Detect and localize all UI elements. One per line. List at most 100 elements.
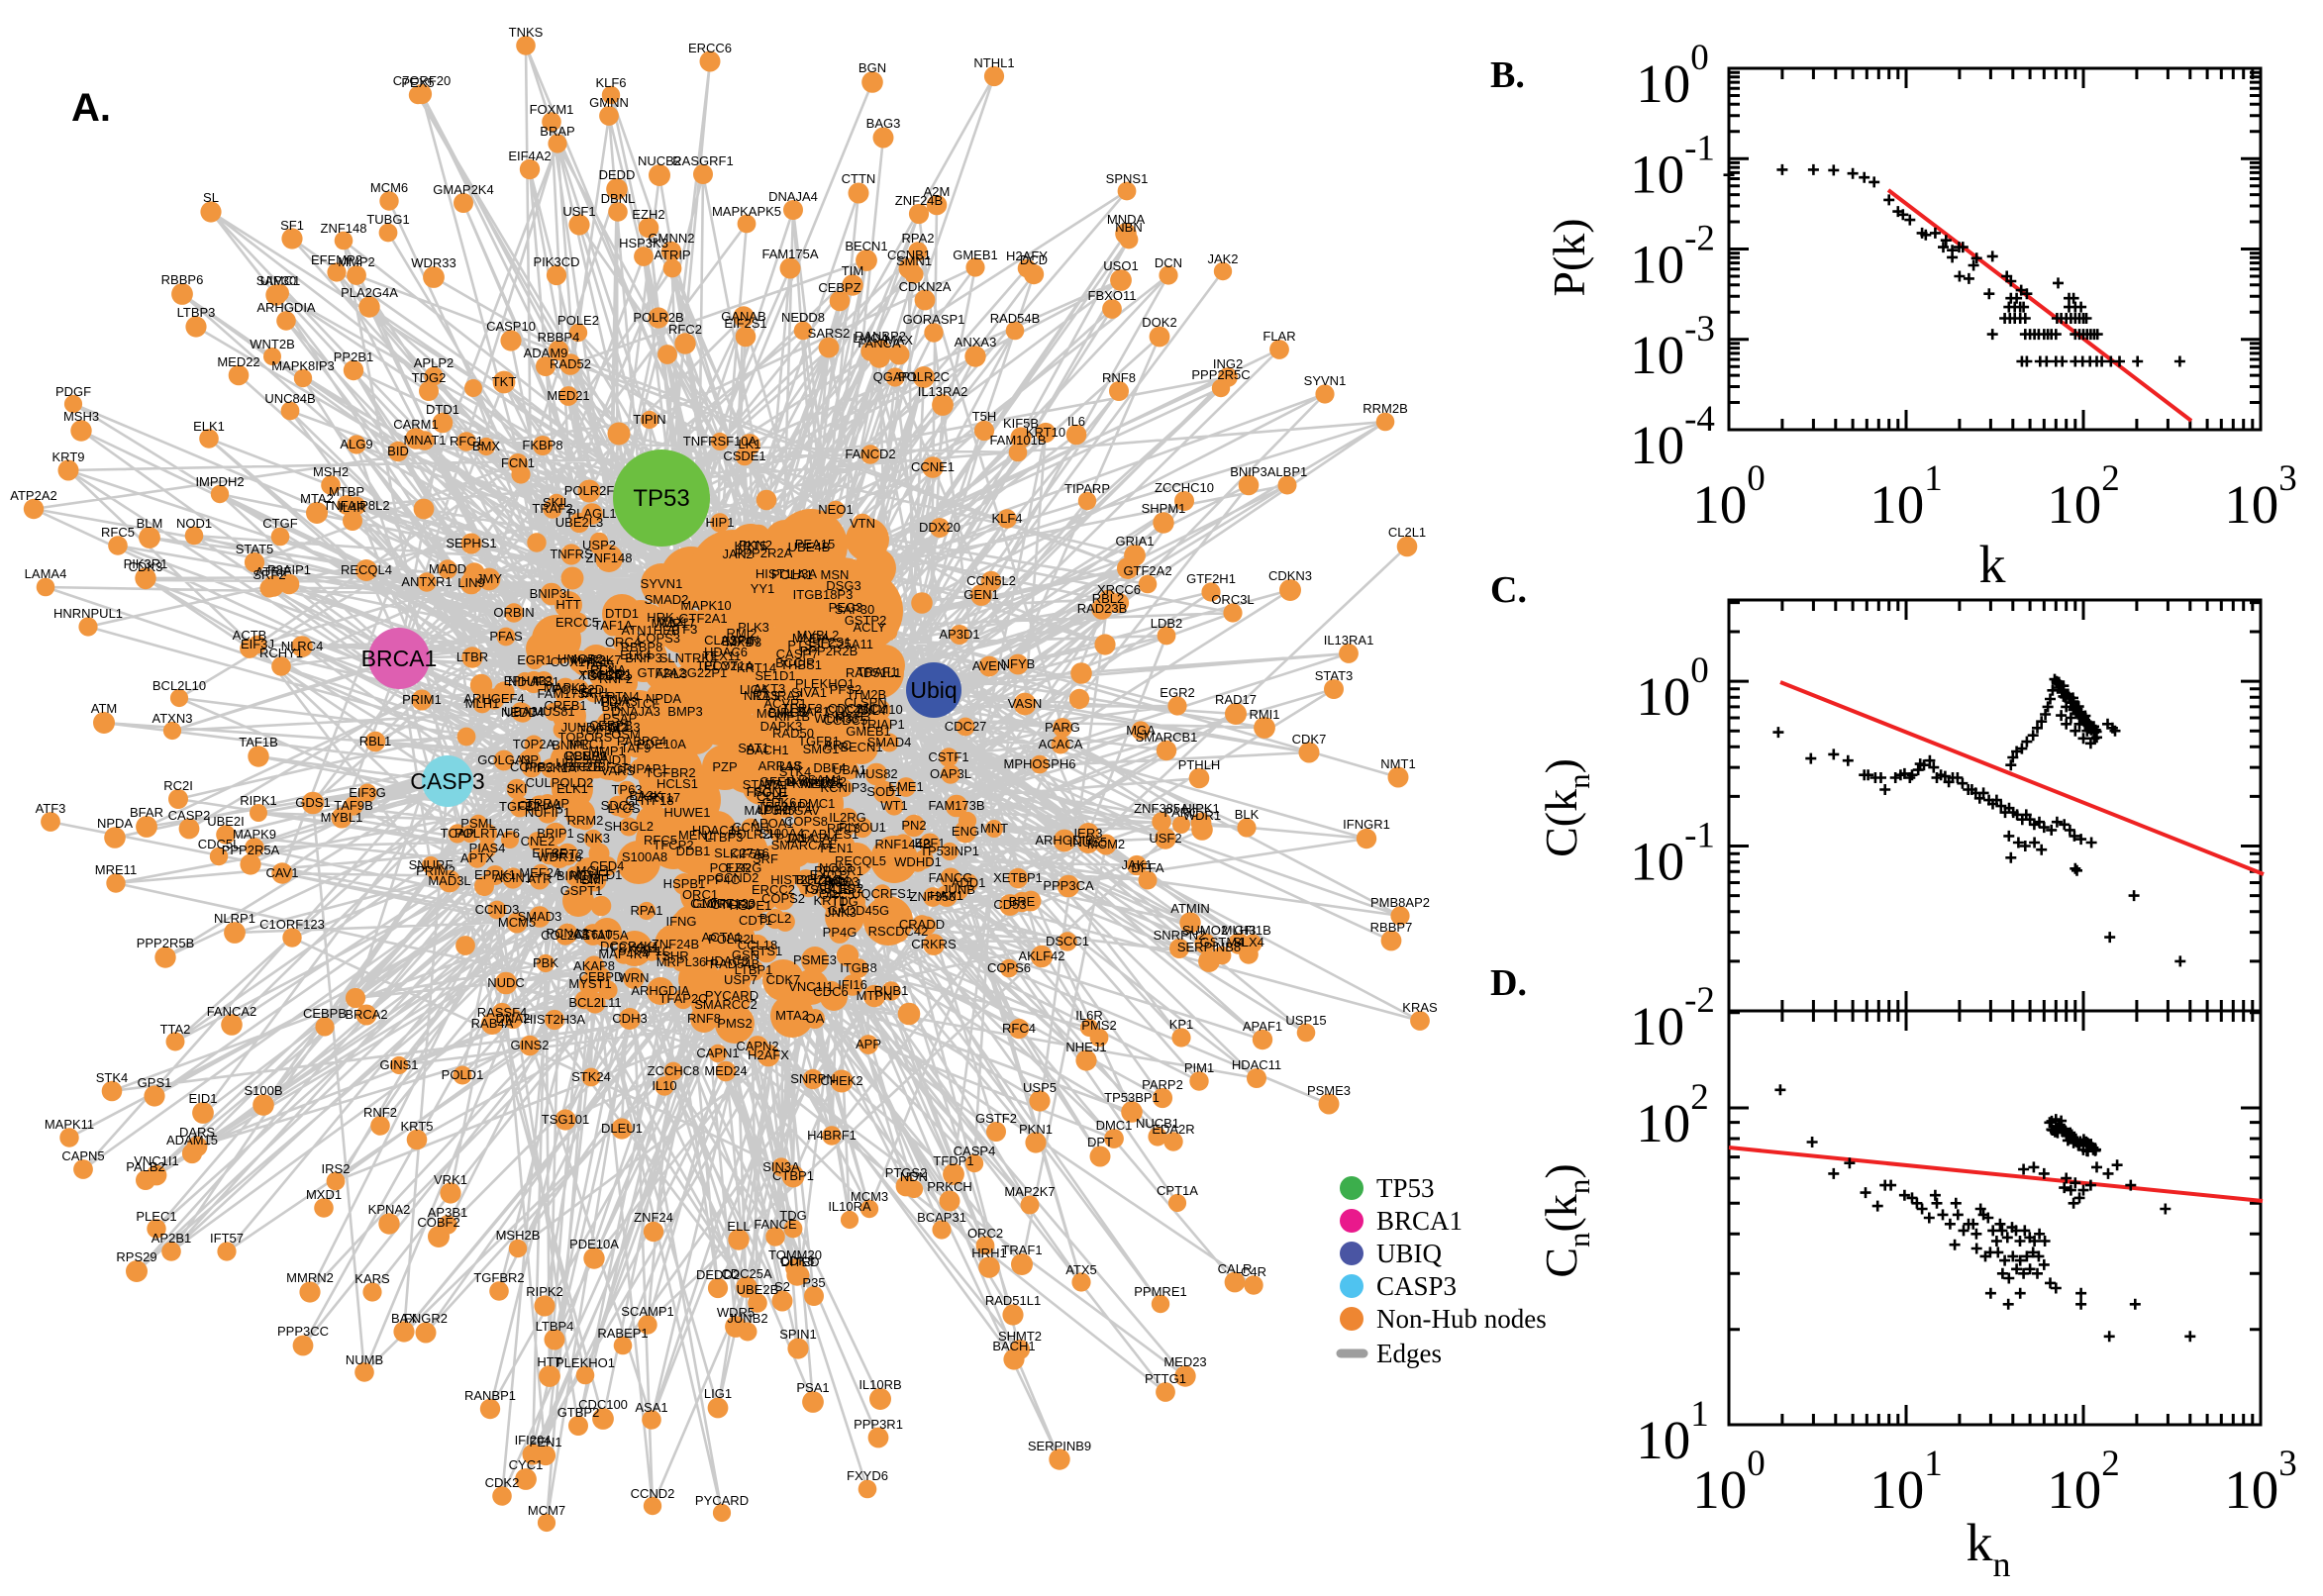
svg-text:PP2B1: PP2B1 bbox=[334, 349, 373, 364]
svg-text:CL2L1: CL2L1 bbox=[1388, 525, 1426, 540]
svg-text:KRT9: KRT9 bbox=[52, 449, 85, 464]
svg-text:BCL2: BCL2 bbox=[759, 911, 792, 926]
svg-text:MEN1: MEN1 bbox=[678, 828, 714, 843]
svg-text:PIK3CD: PIK3CD bbox=[534, 254, 580, 269]
svg-text:LTBP1: LTBP1 bbox=[735, 962, 773, 977]
svg-text:STK4: STK4 bbox=[96, 1070, 129, 1085]
svg-text:ACTA1: ACTA1 bbox=[702, 930, 743, 945]
svg-text:PARC: PARC bbox=[1163, 805, 1198, 820]
svg-text:BCL2L11: BCL2L11 bbox=[568, 995, 621, 1010]
svg-text:STAT5: STAT5 bbox=[743, 777, 781, 792]
svg-text:FEN1: FEN1 bbox=[529, 1435, 561, 1449]
svg-text:KPNA2: KPNA2 bbox=[368, 1202, 411, 1217]
svg-text:IFT57: IFT57 bbox=[210, 1231, 244, 1246]
svg-text:CED4: CED4 bbox=[590, 858, 625, 873]
svg-text:PP4G: PP4G bbox=[823, 925, 858, 940]
svg-text:LAMA4: LAMA4 bbox=[25, 566, 67, 581]
svg-text:CASP10: CASP10 bbox=[486, 319, 536, 334]
svg-text:EZR: EZR bbox=[726, 860, 752, 875]
svg-text:IFNGR1: IFNGR1 bbox=[1343, 817, 1390, 832]
svg-text:EIF4A2: EIF4A2 bbox=[508, 149, 551, 163]
svg-text:MAX: MAX bbox=[885, 333, 914, 348]
svg-text:MLH1: MLH1 bbox=[465, 696, 500, 711]
svg-text:HSPE1: HSPE1 bbox=[730, 898, 772, 913]
svg-text:POLR2F: POLR2F bbox=[564, 483, 615, 498]
svg-text:MSH2: MSH2 bbox=[313, 464, 349, 479]
svg-text:PRKCH: PRKCH bbox=[927, 1179, 972, 1194]
svg-text:CDK8: CDK8 bbox=[780, 1253, 815, 1268]
svg-text:KRT14: KRT14 bbox=[737, 660, 776, 675]
svg-text:MLH3: MLH3 bbox=[1222, 923, 1257, 938]
svg-text:LTBP3: LTBP3 bbox=[177, 305, 216, 320]
svg-text:ARHGDIA: ARHGDIA bbox=[256, 300, 316, 315]
svg-text:MXD1: MXD1 bbox=[306, 1187, 342, 1202]
svg-text:LIN9: LIN9 bbox=[457, 575, 484, 590]
svg-text:PDE10A: PDE10A bbox=[569, 1237, 619, 1251]
svg-text:FAM101B: FAM101B bbox=[989, 433, 1046, 448]
svg-text:ORC4: ORC4 bbox=[605, 635, 641, 649]
svg-text:E2F4: E2F4 bbox=[721, 634, 752, 648]
svg-text:MRPL36: MRPL36 bbox=[656, 954, 707, 969]
svg-text:SYVN1: SYVN1 bbox=[1304, 373, 1347, 388]
svg-text:KRT5: KRT5 bbox=[401, 1119, 434, 1134]
svg-text:CCND3: CCND3 bbox=[475, 902, 520, 917]
svg-text:KARS: KARS bbox=[354, 1271, 390, 1286]
svg-text:MMP1: MMP1 bbox=[588, 744, 626, 758]
svg-text:ZNF148: ZNF148 bbox=[321, 221, 367, 236]
svg-text:PIK3R1: PIK3R1 bbox=[124, 556, 168, 571]
svg-text:A2M: A2M bbox=[924, 184, 951, 199]
svg-text:PTS: PTS bbox=[787, 638, 813, 652]
svg-text:APP: APP bbox=[856, 1037, 881, 1051]
svg-text:SERPINB9: SERPINB9 bbox=[1028, 1439, 1091, 1453]
svg-text:RUB1: RUB1 bbox=[874, 983, 909, 998]
svg-text:DEDD2: DEDD2 bbox=[696, 1267, 740, 1282]
svg-text:IL2RG: IL2RG bbox=[829, 810, 866, 825]
svg-text:MCM2: MCM2 bbox=[1087, 837, 1125, 851]
svg-text:APAF1: APAF1 bbox=[1243, 1019, 1282, 1034]
svg-text:PPP3CC: PPP3CC bbox=[277, 1324, 329, 1339]
svg-text:HSP3K3: HSP3K3 bbox=[619, 236, 668, 250]
svg-text:RANBP2: RANBP2 bbox=[855, 329, 906, 344]
svg-text:MNT: MNT bbox=[980, 821, 1008, 836]
svg-text:ATF3: ATF3 bbox=[667, 622, 698, 637]
svg-text:TAF1A: TAF1A bbox=[593, 618, 633, 633]
svg-text:TDG2: TDG2 bbox=[412, 370, 447, 385]
svg-text:SNRPN: SNRPN bbox=[790, 1071, 836, 1086]
svg-text:COL2A1: COL2A1 bbox=[541, 928, 590, 943]
svg-text:PPP3R1: PPP3R1 bbox=[814, 863, 863, 878]
svg-text:PPP3CA: PPP3CA bbox=[1043, 878, 1094, 893]
svg-text:LTBR: LTBR bbox=[456, 649, 488, 664]
svg-text:TNFRSF10A: TNFRSF10A bbox=[683, 434, 758, 449]
svg-text:CAPN1: CAPN1 bbox=[696, 1046, 739, 1060]
svg-text:FSCN1: FSCN1 bbox=[747, 784, 789, 799]
svg-text:CCNE1: CCNE1 bbox=[911, 459, 955, 474]
svg-text:SHPM1: SHPM1 bbox=[1142, 501, 1186, 516]
svg-text:JMY: JMY bbox=[476, 571, 502, 586]
svg-text:PARP2: PARP2 bbox=[1142, 1077, 1183, 1092]
svg-text:RBBP4: RBBP4 bbox=[538, 330, 580, 345]
svg-text:MED23: MED23 bbox=[1163, 1354, 1206, 1369]
svg-text:AKT3: AKT3 bbox=[754, 681, 786, 696]
svg-text:FLAR: FLAR bbox=[1262, 329, 1295, 344]
svg-text:IL13RA2: IL13RA2 bbox=[753, 688, 803, 703]
svg-text:HIST1H3A: HIST1H3A bbox=[756, 566, 817, 581]
svg-text:KRT17: KRT17 bbox=[641, 790, 680, 805]
svg-text:IL13RA1: IL13RA1 bbox=[1324, 633, 1374, 648]
svg-text:TP53BP1: TP53BP1 bbox=[1104, 1090, 1160, 1105]
svg-text:KCNIP3: KCNIP3 bbox=[821, 780, 867, 795]
svg-text:STK4: STK4 bbox=[779, 764, 812, 779]
svg-text:PPP2R5C: PPP2R5C bbox=[1191, 367, 1250, 382]
svg-text:WRN: WRN bbox=[618, 970, 649, 985]
svg-text:IL16: IL16 bbox=[575, 871, 600, 886]
svg-text:PLEC1: PLEC1 bbox=[136, 1209, 176, 1224]
svg-text:NFYB: NFYB bbox=[1001, 656, 1036, 671]
svg-text:MMRN2: MMRN2 bbox=[286, 1270, 334, 1285]
svg-text:DAPK3: DAPK3 bbox=[760, 719, 803, 734]
svg-text:NLRC4: NLRC4 bbox=[281, 639, 324, 653]
svg-text:TGFB1: TGFB1 bbox=[798, 734, 840, 748]
svg-text:IL4: IL4 bbox=[868, 703, 886, 718]
svg-text:SAP30: SAP30 bbox=[835, 602, 874, 617]
svg-text:SF1: SF1 bbox=[280, 218, 304, 233]
svg-text:BACH1: BACH1 bbox=[746, 743, 788, 757]
svg-text:IL13RA2: IL13RA2 bbox=[918, 384, 968, 399]
